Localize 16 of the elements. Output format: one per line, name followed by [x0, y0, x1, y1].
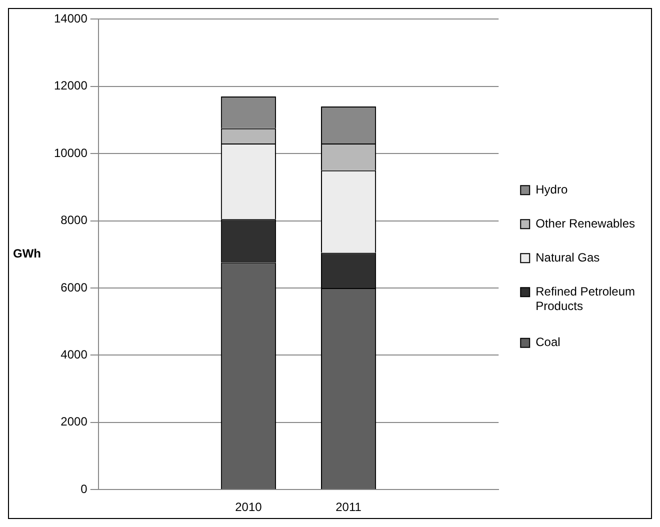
y-tick-label: 0 — [80, 482, 88, 496]
y-tick-label: 8000 — [60, 213, 88, 228]
y-tick-label: 10000 — [54, 146, 88, 160]
legend-label: Hydro — [536, 182, 568, 196]
y-tick-label: 14000 — [54, 12, 88, 26]
legend-label: Other Renewables — [536, 216, 636, 230]
legend-label: Refined Petroleum Products — [536, 284, 636, 313]
y-tick-label: 2000 — [60, 414, 88, 429]
y-axis-title: GWh — [13, 246, 41, 261]
y-tick-label: 12000 — [54, 78, 88, 93]
legend-label: Natural Gas — [536, 250, 600, 264]
legend-label: Coal — [536, 335, 560, 350]
y-tick-label: 4000 — [60, 348, 88, 362]
x-tick-label: 2011 — [336, 500, 362, 514]
y-tick-label: 6000 — [60, 280, 88, 294]
x-tick-label: 2010 — [235, 500, 262, 514]
